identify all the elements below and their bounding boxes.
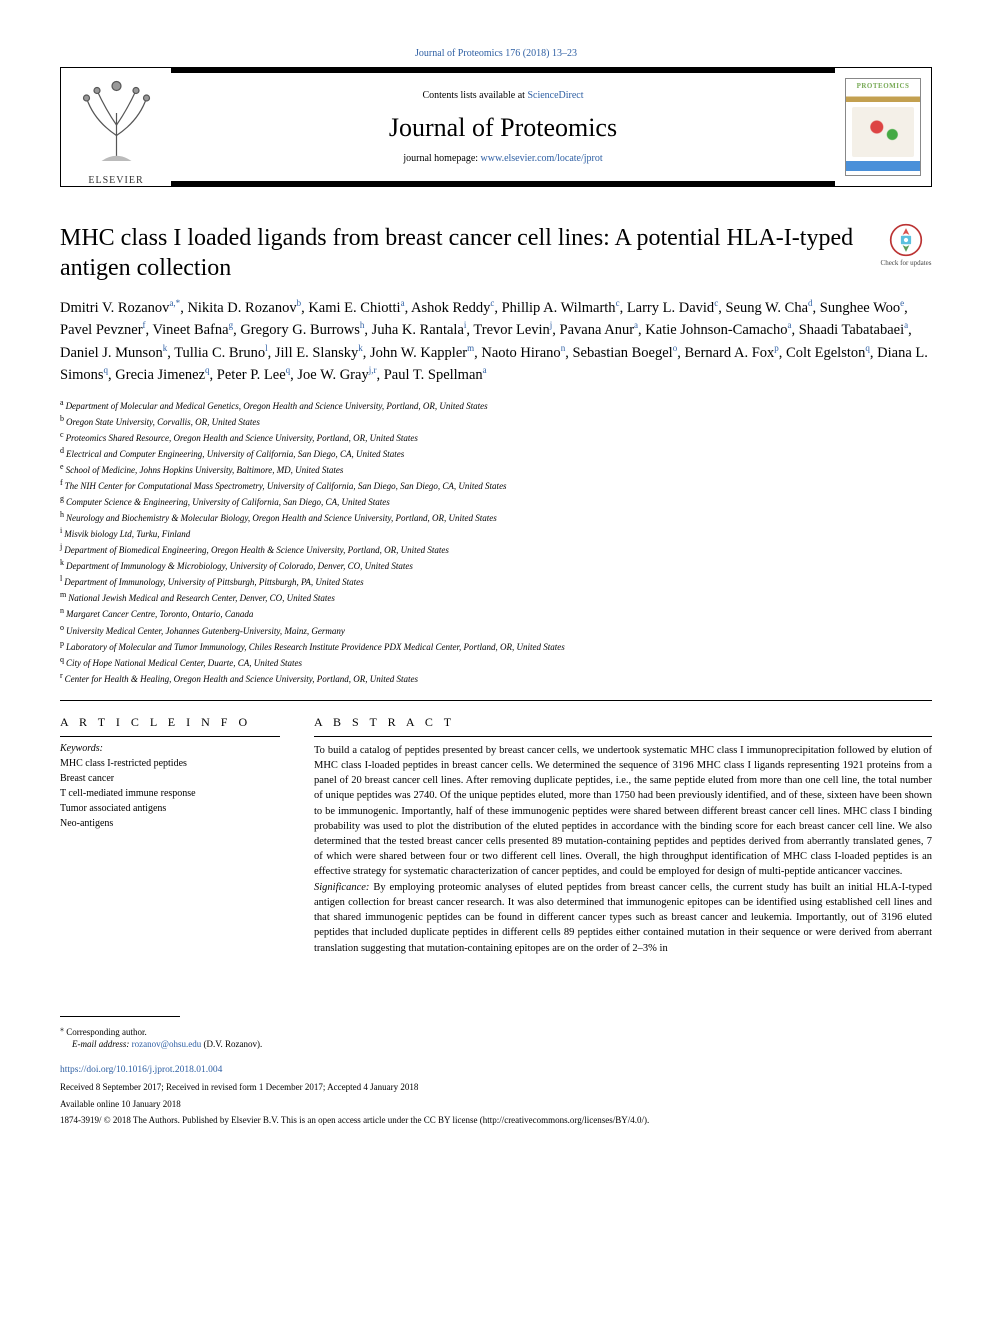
abstract-main: To build a catalog of peptides presented… bbox=[314, 745, 932, 878]
journal-cover-thumb: PROTEOMICS bbox=[835, 68, 931, 186]
keywords-label: Keywords: bbox=[60, 743, 280, 754]
affiliation-item: iMisvik biology Ltd, Turku, Finland bbox=[60, 525, 932, 541]
affiliation-item: jDepartment of Biomedical Engineering, O… bbox=[60, 541, 932, 557]
cover-title: PROTEOMICS bbox=[846, 82, 920, 90]
affiliation-item: eSchool of Medicine, Johns Hopkins Unive… bbox=[60, 461, 932, 477]
elsevier-tree-icon bbox=[64, 68, 169, 173]
article-info-column: A R T I C L E I N F O Keywords: MHC clas… bbox=[60, 715, 280, 956]
affiliation-item: fThe NIH Center for Computational Mass S… bbox=[60, 477, 932, 493]
keyword-item: Tumor associated antigens bbox=[60, 801, 280, 816]
doi-link[interactable]: https://doi.org/10.1016/j.jprot.2018.01.… bbox=[60, 1065, 222, 1075]
keyword-item: Breast cancer bbox=[60, 771, 280, 786]
affiliation-item: kDepartment of Immunology & Microbiology… bbox=[60, 557, 932, 573]
affiliation-item: nMargaret Cancer Centre, Toronto, Ontari… bbox=[60, 605, 932, 621]
email-person: (D.V. Rozanov). bbox=[201, 1039, 262, 1049]
affiliation-item: qCity of Hope National Medical Center, D… bbox=[60, 654, 932, 670]
author-list: Dmitri V. Rozanova,*, Nikita D. Rozanovb… bbox=[60, 297, 932, 387]
running-citation: Journal of Proteomics 176 (2018) 13–23 bbox=[60, 48, 932, 59]
affiliation-item: bOregon State University, Corvallis, OR,… bbox=[60, 413, 932, 429]
affiliation-item: gComputer Science & Engineering, Univers… bbox=[60, 493, 932, 509]
affiliation-item: dElectrical and Computer Engineering, Un… bbox=[60, 445, 932, 461]
affiliation-item: pLaboratory of Molecular and Tumor Immun… bbox=[60, 638, 932, 654]
significance-label: Significance: bbox=[314, 882, 369, 893]
homepage-link[interactable]: www.elsevier.com/locate/jprot bbox=[481, 153, 603, 164]
check-updates-label: Check for updates bbox=[881, 259, 932, 267]
affiliation-item: aDepartment of Molecular and Medical Gen… bbox=[60, 397, 932, 413]
affiliation-item: cProteomics Shared Resource, Oregon Heal… bbox=[60, 429, 932, 445]
footer: ⁎ Corresponding author. E-mail address: … bbox=[60, 1016, 932, 1127]
affiliation-item: rCenter for Health & Healing, Oregon Hea… bbox=[60, 670, 932, 686]
affiliation-item: lDepartment of Immunology, University of… bbox=[60, 573, 932, 589]
publisher-logo: ELSEVIER bbox=[61, 68, 171, 186]
homepage-line: journal homepage: www.elsevier.com/locat… bbox=[403, 153, 602, 164]
email-link[interactable]: rozanov@ohsu.edu bbox=[132, 1039, 202, 1049]
check-updates-icon bbox=[889, 223, 923, 257]
article-info-head: A R T I C L E I N F O bbox=[60, 715, 280, 737]
homepage-label: journal homepage: bbox=[403, 153, 480, 164]
keyword-item: Neo-antigens bbox=[60, 816, 280, 831]
keyword-item: T cell-mediated immune response bbox=[60, 786, 280, 801]
publisher-name: ELSEVIER bbox=[88, 175, 143, 186]
email-line: E-mail address: rozanov@ohsu.edu (D.V. R… bbox=[72, 1038, 932, 1051]
copyright-line: 1874-3919/ © 2018 The Authors. Published… bbox=[60, 1114, 932, 1127]
available-line: Available online 10 January 2018 bbox=[60, 1098, 932, 1111]
affiliation-item: mNational Jewish Medical and Research Ce… bbox=[60, 589, 932, 605]
keywords-list: MHC class I-restricted peptidesBreast ca… bbox=[60, 756, 280, 831]
corr-label: Corresponding author. bbox=[66, 1027, 147, 1037]
check-updates-badge[interactable]: Check for updates bbox=[880, 223, 932, 267]
sciencedirect-link[interactable]: ScienceDirect bbox=[527, 90, 583, 101]
abstract-body: To build a catalog of peptides presented… bbox=[314, 743, 932, 956]
received-line: Received 8 September 2017; Received in r… bbox=[60, 1081, 932, 1094]
journal-name: Journal of Proteomics bbox=[389, 113, 617, 143]
divider bbox=[60, 700, 932, 701]
affiliation-list: aDepartment of Molecular and Medical Gen… bbox=[60, 397, 932, 686]
contents-line: Contents lists available at ScienceDirec… bbox=[422, 90, 583, 101]
keyword-item: MHC class I-restricted peptides bbox=[60, 756, 280, 771]
corresponding-author: ⁎ Corresponding author. bbox=[60, 1023, 932, 1039]
affiliation-item: hNeurology and Biochemistry & Molecular … bbox=[60, 509, 932, 525]
email-label: E-mail address: bbox=[72, 1039, 132, 1049]
header-center: Contents lists available at ScienceDirec… bbox=[171, 67, 835, 187]
footer-divider bbox=[60, 1016, 180, 1017]
running-citation-link[interactable]: Journal of Proteomics 176 (2018) 13–23 bbox=[415, 48, 577, 59]
abstract-head: A B S T R A C T bbox=[314, 715, 932, 737]
abstract-column: A B S T R A C T To build a catalog of pe… bbox=[314, 715, 932, 956]
article-title: MHC class I loaded ligands from breast c… bbox=[60, 223, 864, 283]
significance-text: By employing proteomic analyses of elute… bbox=[314, 882, 932, 954]
journal-header: ELSEVIER Contents lists available at Sci… bbox=[60, 67, 932, 187]
affiliation-item: oUniversity Medical Center, Johannes Gut… bbox=[60, 622, 932, 638]
contents-label: Contents lists available at bbox=[422, 90, 527, 101]
